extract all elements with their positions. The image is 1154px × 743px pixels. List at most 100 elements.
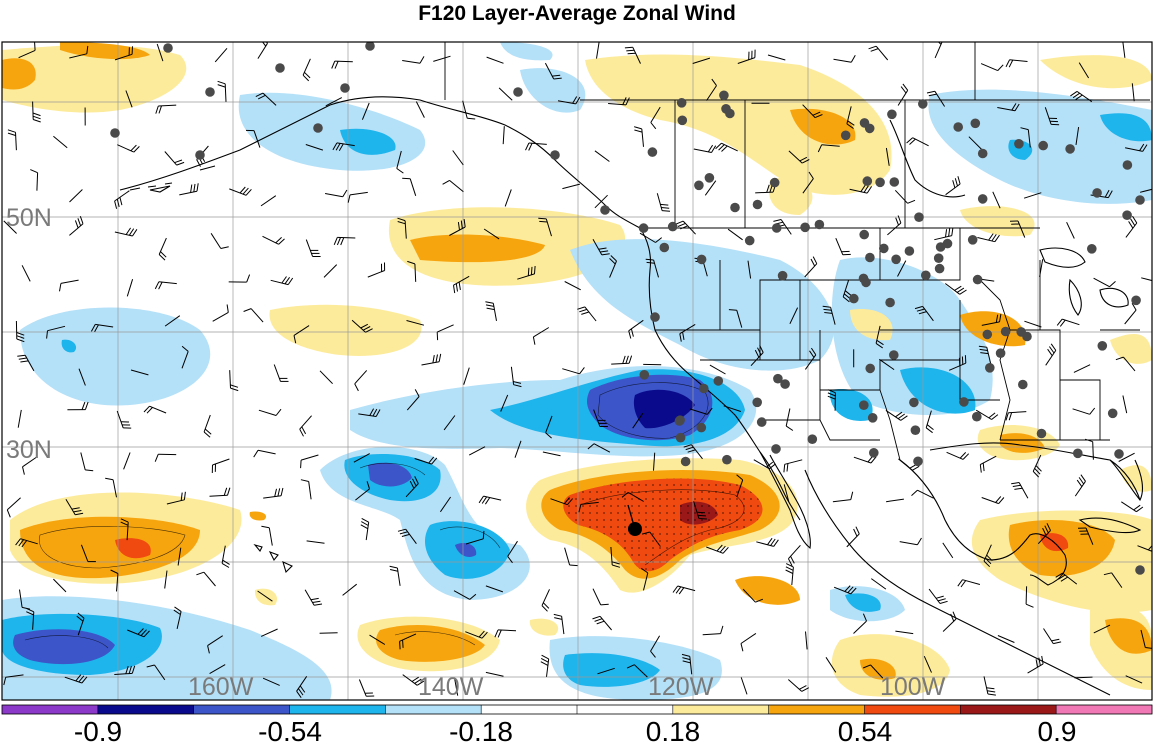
wind-barb — [737, 49, 756, 64]
station-dot — [885, 297, 895, 308]
wind-barb — [1020, 127, 1031, 148]
station-dot — [869, 448, 879, 458]
station-dot — [1065, 144, 1075, 154]
wind-barb — [1125, 675, 1143, 684]
wind-barb — [833, 55, 856, 63]
station-dot — [638, 223, 649, 233]
wind-barb — [229, 186, 252, 196]
wind-barb — [260, 628, 278, 637]
wind-barb — [942, 542, 954, 559]
wind-barb — [653, 452, 656, 471]
wind-barb — [22, 456, 38, 475]
wind-barb — [402, 674, 425, 686]
wind-barb — [544, 62, 562, 80]
station-dot — [667, 221, 678, 232]
wind-barb — [507, 540, 518, 564]
wind-barb — [347, 191, 368, 203]
wind-barb — [126, 279, 134, 297]
wind-barb — [641, 531, 661, 547]
wind-barb — [1131, 83, 1135, 102]
station-dot — [713, 376, 724, 386]
wind-barb — [650, 106, 661, 130]
wind-barb — [421, 353, 442, 366]
wind-barb — [53, 578, 67, 593]
wind-barb — [736, 474, 744, 498]
wind-barb — [564, 281, 581, 291]
wind-barb — [540, 654, 550, 677]
wind-barb — [997, 103, 1020, 112]
wind-barb — [319, 632, 338, 634]
wind-barb — [407, 260, 417, 282]
coastlines-and-borders — [119, 96, 1144, 696]
wind-barb — [1118, 452, 1135, 462]
wind-barb — [361, 102, 370, 120]
wind-barb — [120, 518, 129, 541]
wind-barb — [525, 142, 547, 151]
wind-barb — [1139, 188, 1152, 193]
wind-barb — [894, 189, 916, 204]
wind-barb — [164, 570, 168, 589]
wind-barb — [296, 676, 308, 698]
wind-barb — [196, 571, 216, 587]
wind-barb — [463, 367, 470, 385]
wind-barb — [1122, 395, 1128, 414]
wind-barb — [203, 414, 212, 438]
wind-barb — [358, 679, 375, 697]
lon-label-100w: 100W — [880, 673, 946, 701]
wind-barb — [702, 625, 724, 636]
wind-barb — [462, 100, 476, 120]
wind-barb — [67, 401, 89, 411]
wind-barb — [1005, 59, 1028, 68]
wind-barb — [228, 274, 251, 283]
wind-barb — [263, 487, 284, 499]
station-dot — [800, 222, 810, 233]
wind-barb — [783, 459, 803, 473]
wind-barb — [325, 97, 343, 107]
wind-barb — [1055, 572, 1078, 585]
wind-barb — [465, 530, 485, 545]
wind-barb — [354, 370, 368, 392]
wind-barb — [69, 45, 89, 59]
wind-barb — [76, 612, 85, 636]
wind-barb — [209, 664, 226, 675]
wind-barb — [125, 90, 133, 108]
wind-barb — [1121, 501, 1144, 513]
station-dot — [970, 118, 981, 129]
station-dot — [1131, 295, 1141, 306]
wind-barb — [1056, 318, 1080, 327]
wind-barb — [305, 144, 324, 151]
wind-barb — [981, 496, 1005, 505]
station-dot — [849, 293, 859, 304]
wind-barb — [693, 144, 717, 153]
wind-barb — [957, 579, 981, 588]
station-dot — [722, 454, 732, 465]
wind-barb — [306, 540, 325, 544]
wind-barb — [802, 171, 814, 194]
wind-barb — [454, 677, 459, 696]
wind-barb — [1037, 523, 1051, 545]
wind-barb — [332, 142, 355, 152]
station-dot — [977, 148, 988, 159]
wind-barb — [977, 233, 1000, 243]
station-dot — [675, 432, 686, 443]
station-dot — [600, 205, 610, 215]
station-dot — [967, 235, 978, 245]
colorbar-segment — [97, 705, 195, 714]
wind-barb — [453, 590, 477, 600]
wind-barb — [449, 219, 466, 236]
wind-barb — [538, 217, 552, 237]
station-dot — [910, 425, 921, 436]
wind-barb — [846, 526, 860, 548]
station-dot — [921, 270, 931, 281]
colorbar-tick-label-0-18: 0.18 — [646, 716, 701, 743]
wind-barb — [325, 189, 348, 198]
wind-barb — [90, 323, 114, 333]
wind-barb — [805, 631, 808, 650]
wind-barb — [621, 491, 644, 502]
station-dot — [858, 273, 869, 284]
wind-barb — [787, 679, 810, 692]
wind-barb — [1011, 482, 1029, 499]
lon-label-140w: 140W — [418, 673, 484, 701]
wind-barb — [353, 453, 370, 463]
